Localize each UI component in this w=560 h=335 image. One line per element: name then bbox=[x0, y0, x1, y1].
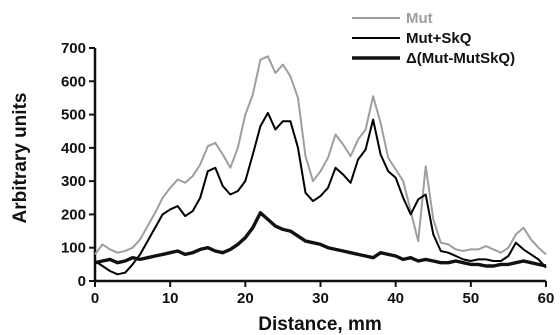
y-tick-label: 200 bbox=[61, 206, 86, 223]
y-tick-label: 700 bbox=[61, 40, 86, 57]
y-tick-label: 500 bbox=[61, 107, 86, 124]
x-tick-label: 40 bbox=[387, 290, 404, 307]
x-tick-label: 10 bbox=[162, 290, 179, 307]
series-line-mut bbox=[94, 55, 547, 256]
y-tick-label: 400 bbox=[61, 140, 86, 157]
y-tick-label: 600 bbox=[61, 73, 86, 90]
legend: Mut Mut+SkQ Δ(Mut-MutSkQ) bbox=[352, 10, 515, 67]
x-tick-label: 30 bbox=[312, 290, 329, 307]
legend-label: Mut bbox=[406, 10, 433, 27]
x-tick-label: 60 bbox=[538, 290, 555, 307]
x-tick-label: 50 bbox=[462, 290, 479, 307]
series-line-mut-mutskq bbox=[94, 211, 547, 268]
legend-label: Δ(Mut-MutSkQ) bbox=[406, 50, 515, 67]
legend-label: Mut+SkQ bbox=[406, 30, 472, 47]
x-tick-label: 20 bbox=[237, 290, 254, 307]
y-tick-label: 300 bbox=[61, 173, 86, 190]
y-tick-label: 0 bbox=[78, 273, 86, 290]
y-axis-title: Arbitrary units bbox=[10, 93, 31, 224]
series-layer bbox=[94, 55, 547, 276]
y-tick-label: 100 bbox=[61, 240, 86, 257]
x-tick-label: 0 bbox=[91, 290, 99, 307]
x-axis-title: Distance, mm bbox=[258, 314, 382, 335]
series-line-mut-skq bbox=[94, 111, 547, 276]
